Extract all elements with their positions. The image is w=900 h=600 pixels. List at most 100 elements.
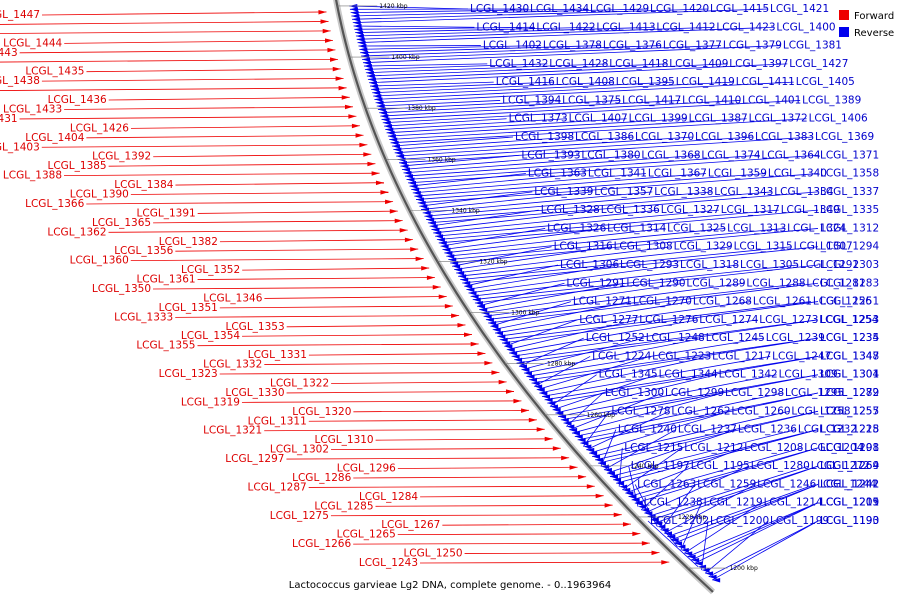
reverse-gene-label[interactable]: LCGL_1344 [659,369,718,381]
reverse-gene-label[interactable]: LCGL_1201 [820,442,879,454]
reverse-gene-label[interactable]: LCGL_1256 [813,296,872,308]
reverse-gene-label[interactable]: LCGL_1427 [789,58,848,70]
reverse-gene-label[interactable]: LCGL_1413 [596,21,655,33]
reverse-gene-label[interactable]: LCGL_1401 [742,94,801,106]
forward-gene-label[interactable]: LCGL_1360 [70,255,129,267]
forward-gene-label[interactable]: LCGL_1323 [159,368,218,380]
reverse-gene-label[interactable]: LCGL_1298 [725,387,784,399]
reverse-gene-label[interactable]: LCGL_1224 [592,350,651,362]
reverse-gene-label[interactable]: LCGL_1217 [712,350,771,362]
reverse-gene-label[interactable]: LCGL_1290 [626,277,685,289]
forward-gene-label[interactable]: LCGL_1356 [114,245,173,257]
reverse-gene-label[interactable]: LCGL_1225 [820,424,879,436]
reverse-gene-label[interactable]: LCGL_1208 [744,442,803,454]
reverse-gene-label[interactable]: LCGL_1247 [772,350,831,362]
reverse-gene-label[interactable]: LCGL_1407 [569,113,628,125]
reverse-gene-label[interactable]: LCGL_1318 [680,259,739,271]
reverse-gene-label[interactable]: LCGL_1281 [806,277,865,289]
reverse-gene-label[interactable]: LCGL_1279 [820,387,879,399]
forward-gene-label[interactable]: LCGL_1366 [25,198,84,210]
forward-gene-label[interactable]: LCGL_1436 [48,94,107,106]
reverse-gene-label[interactable]: LCGL_1205 [820,497,879,509]
reverse-gene-label[interactable]: LCGL_1313 [727,222,786,234]
reverse-gene-label[interactable]: LCGL_1347 [820,350,879,362]
reverse-gene-label[interactable]: LCGL_1405 [796,76,855,88]
forward-gene-label[interactable]: LCGL_1350 [92,283,151,295]
reverse-gene-label[interactable]: LCGL_1412 [656,21,715,33]
reverse-gene-label[interactable]: LCGL_1232 [798,424,857,436]
reverse-gene-label[interactable]: LCGL_1408 [556,76,615,88]
reverse-gene-label[interactable]: LCGL_1341 [588,168,647,180]
reverse-gene-label[interactable]: LCGL_1398 [515,131,574,143]
reverse-gene-label[interactable]: LCGL_1317 [721,204,780,216]
forward-gene-label[interactable]: LCGL_1332 [203,359,262,371]
reverse-gene-label[interactable]: LCGL_1288 [746,277,805,289]
reverse-gene-label[interactable]: LCGL_1190 [820,515,879,527]
reverse-gene-label[interactable]: LCGL_1301 [820,369,879,381]
reverse-gene-label[interactable]: LCGL_1349 [781,204,840,216]
reverse-gene-label[interactable]: LCGL_1268 [693,296,752,308]
reverse-gene-label[interactable]: LCGL_1282 [820,387,879,399]
reverse-gene-label[interactable]: LCGL_1273 [759,314,818,326]
forward-gene-label[interactable]: LCGL_1403 [0,141,40,153]
reverse-gene-label[interactable]: LCGL_1314 [607,222,666,234]
reverse-gene-label[interactable]: LCGL_1292 [800,259,859,271]
reverse-gene-label[interactable]: LCGL_1415 [710,3,769,15]
reverse-gene-label[interactable]: LCGL_1418 [609,58,668,70]
reverse-gene-label[interactable]: LCGL_1270 [633,296,692,308]
forward-gene-label[interactable]: LCGL_1385 [47,160,106,172]
reverse-gene-label[interactable]: LCGL_1235 [820,332,879,344]
reverse-gene-label[interactable]: LCGL_1324 [787,222,846,234]
forward-gene-label[interactable]: LCGL_1447 [0,9,40,21]
reverse-gene-label[interactable]: LCGL_1399 [629,113,688,125]
forward-gene-label[interactable]: LCGL_1267 [381,519,440,531]
reverse-gene-label[interactable]: LCGL_1422 [536,21,595,33]
reverse-gene-label[interactable]: LCGL_1369 [815,131,874,143]
reverse-gene-label[interactable]: LCGL_1406 [809,113,868,125]
forward-gene-label[interactable]: LCGL_1265 [337,529,396,541]
reverse-gene-label[interactable]: LCGL_1336 [601,204,660,216]
reverse-gene-label[interactable]: LCGL_1417 [622,94,681,106]
reverse-gene-label[interactable]: LCGL_1300 [605,387,664,399]
reverse-gene-label[interactable]: LCGL_1272 [811,460,870,472]
reverse-gene-label[interactable]: LCGL_1251 [820,296,879,308]
reverse-gene-label[interactable]: LCGL_1198 [820,442,879,454]
reverse-gene-label[interactable]: LCGL_1202 [650,515,709,527]
reverse-gene-label[interactable]: LCGL_1309 [779,369,838,381]
reverse-gene-label[interactable]: LCGL_1308 [614,241,673,253]
forward-gene-label[interactable]: LCGL_1310 [314,434,373,446]
reverse-gene-label[interactable]: LCGL_1305 [740,259,799,271]
forward-gene-label[interactable]: LCGL_1346 [203,292,262,304]
reverse-gene-label[interactable]: LCGL_1364 [761,149,820,161]
reverse-gene-label[interactable]: LCGL_1263 [637,478,696,490]
reverse-gene-label[interactable]: LCGL_1395 [616,76,675,88]
reverse-gene-label[interactable]: LCGL_1261 [753,296,812,308]
forward-gene-label[interactable]: LCGL_1285 [314,500,373,512]
reverse-gene-label[interactable]: LCGL_1258 [791,405,850,417]
forward-gene-label[interactable]: LCGL_1443 [0,47,18,59]
reverse-gene-label[interactable]: LCGL_1236 [738,424,797,436]
reverse-gene-label[interactable]: LCGL_1211 [820,497,879,509]
reverse-gene-label[interactable]: LCGL_1337 [820,186,879,198]
reverse-gene-label[interactable]: LCGL_1329 [674,241,733,253]
reverse-gene-label[interactable]: LCGL_1277 [579,314,638,326]
reverse-gene-label[interactable]: LCGL_1239 [766,332,825,344]
reverse-gene-labels[interactable]: LCGL_1430 LCGL_1434 LCGL_1429 LCGL_1420 LCGL… [470,3,879,527]
reverse-gene-label[interactable]: LCGL_1242 [820,478,879,490]
reverse-gene-label[interactable]: LCGL_1197 [631,460,690,472]
reverse-gene-label[interactable]: LCGL_1359 [708,168,767,180]
reverse-gene-label[interactable]: LCGL_1363 [528,168,587,180]
forward-gene-label[interactable]: LCGL_1351 [159,302,218,314]
forward-gene-label[interactable]: LCGL_1275 [270,510,329,522]
reverse-gene-label[interactable]: LCGL_1238 [644,497,703,509]
reverse-gene-label[interactable]: LCGL_1373 [509,113,568,125]
reverse-gene-label[interactable]: LCGL_1367 [648,168,707,180]
reverse-gene-label[interactable]: LCGL_1295 [785,387,844,399]
forward-gene-label[interactable]: LCGL_1331 [248,349,307,361]
reverse-gene-label[interactable]: LCGL_1376 [603,40,662,52]
forward-gene-label[interactable]: LCGL_1296 [337,463,396,475]
reverse-gene-label[interactable]: LCGL_1368 [641,149,700,161]
forward-gene-label[interactable]: LCGL_1286 [292,472,351,484]
reverse-gene-label[interactable]: LCGL_1248 [646,332,705,344]
reverse-gene-label[interactable]: LCGL_1432 [489,58,548,70]
